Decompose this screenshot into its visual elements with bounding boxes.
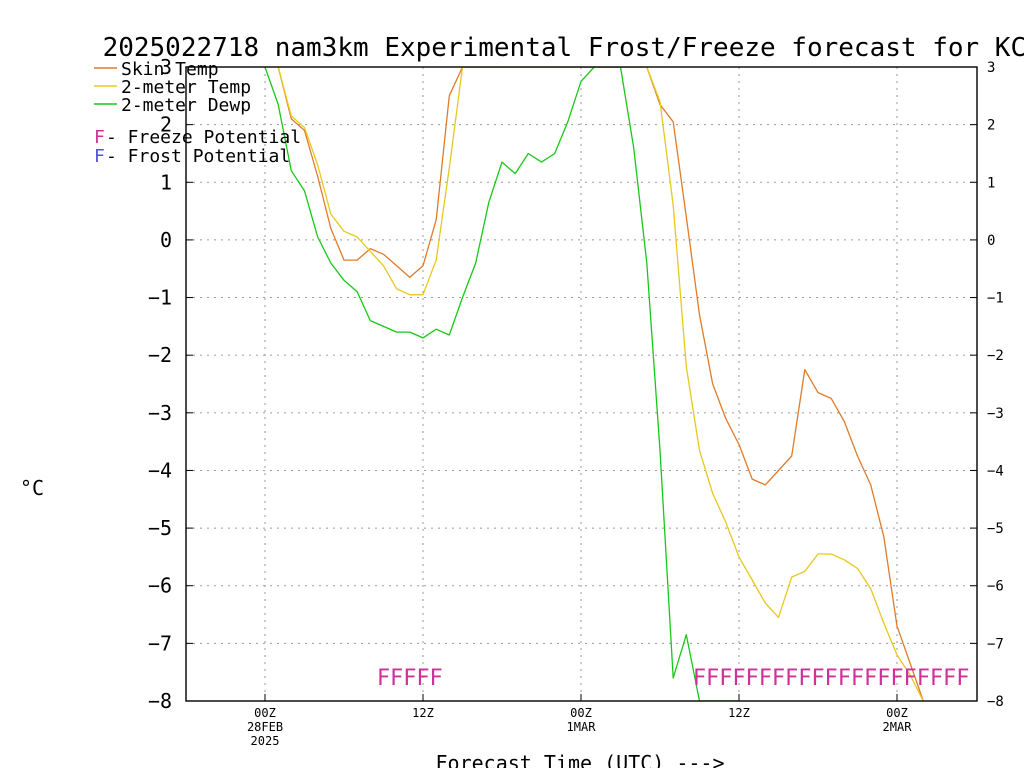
freeze-marker: F [416,666,429,691]
freeze-marker: F [732,666,745,691]
freeze-marker: F [917,666,930,691]
freeze-marker: F [746,666,759,691]
freeze-marker: F [706,666,719,691]
series-line-skin-temp [277,67,924,701]
x-tick-label: 00Z [570,706,592,720]
freeze-marker: F [772,666,785,691]
freeze-marker: F [798,666,811,691]
freeze-marker: F [719,666,732,691]
axes: 3 3 2 2 1 1 0 0 −1 −1 −2 −2 −3 −3 −4 −4 −5 −5 −6 −6 −7 −7 −8 −8… [148,55,1004,748]
freeze-marker: F [956,666,969,691]
freeze-marker: F [864,666,877,691]
series-line-2-meter-dewp [264,67,739,701]
legend-label: Skin Temp [121,59,219,80]
freeze-marker: F [693,666,706,691]
y-tick-label-left: −7 [148,631,172,655]
y-tick-label-right: 3 [987,60,995,76]
y-tick-label-left: −4 [148,458,172,482]
freeze-marker: F [851,666,864,691]
y-tick-label-left: 0 [160,228,172,252]
x-tick-label: 2025 [251,734,280,748]
freeze-marker: F [759,666,772,691]
x-tick-label: 1MAR [567,720,597,734]
y-tick-label-right: −4 [987,463,1004,479]
y-tick-label-right: −5 [987,521,1004,537]
freeze-marker: F [390,666,403,691]
x-tick-label: 00Z [886,706,908,720]
y-tick-label-left: −6 [148,574,172,598]
chart-title: 2025022718 nam3km Experimental Frost/Fre… [103,33,1024,63]
y-tick-label-left: 1 [160,170,172,194]
y-tick-label-right: −8 [987,694,1004,710]
freeze-marker: F [825,666,838,691]
x-tick-label: 2MAR [883,720,913,734]
y-tick-label-right: −3 [987,406,1004,422]
freeze-marker: F [403,666,416,691]
y-tick-label-left: −2 [148,343,172,367]
freeze-marker: F [785,666,798,691]
y-tick-label-left: −3 [148,401,172,425]
x-tick-label: 12Z [728,706,750,720]
freeze-marker: F [430,666,443,691]
y-tick-label-left: 2 [160,113,172,137]
legend-potential-label: - Frost Potential [106,146,290,167]
x-tick-label: 28FEB [247,720,283,734]
grid-lines [186,67,977,701]
freeze-marker: F [930,666,943,691]
y-axis-label: °C [20,476,44,500]
y-tick-label-right: −7 [987,636,1004,652]
legend-label: 2-meter Dewp [121,95,251,116]
y-tick-label-left: −5 [148,516,172,540]
y-tick-label-right: −1 [987,291,1004,307]
freeze-marker: F [904,666,917,691]
y-tick-label-left: −8 [148,689,172,713]
y-tick-label-right: 2 [987,118,995,134]
freeze-marker: F [943,666,956,691]
freeze-marker: F [838,666,851,691]
freeze-marker: F [890,666,903,691]
y-tick-label-left: 3 [160,55,172,79]
y-tick-label-right: 1 [987,175,995,191]
x-tick-label: 12Z [412,706,434,720]
y-tick-label-right: −6 [987,579,1004,595]
freeze-marker: F [877,666,890,691]
y-tick-label-right: −2 [987,348,1004,364]
legend-potential-symbol: F [94,127,105,148]
y-tick-label-left: −1 [148,286,172,310]
freeze-marker: F [377,666,390,691]
y-tick-label-right: 0 [987,233,995,249]
legend-label: 2-meter Temp [121,77,251,98]
series-line-2-meter-temp [277,67,924,701]
legend-potential-symbol: F [94,146,105,167]
legend-potential-label: - Freeze Potential [106,127,301,148]
series-lines [264,67,924,701]
x-axis-label: Forecast Time (UTC) ---> [436,751,725,768]
freeze-marker: F [811,666,824,691]
x-tick-label: 00Z [254,706,276,720]
